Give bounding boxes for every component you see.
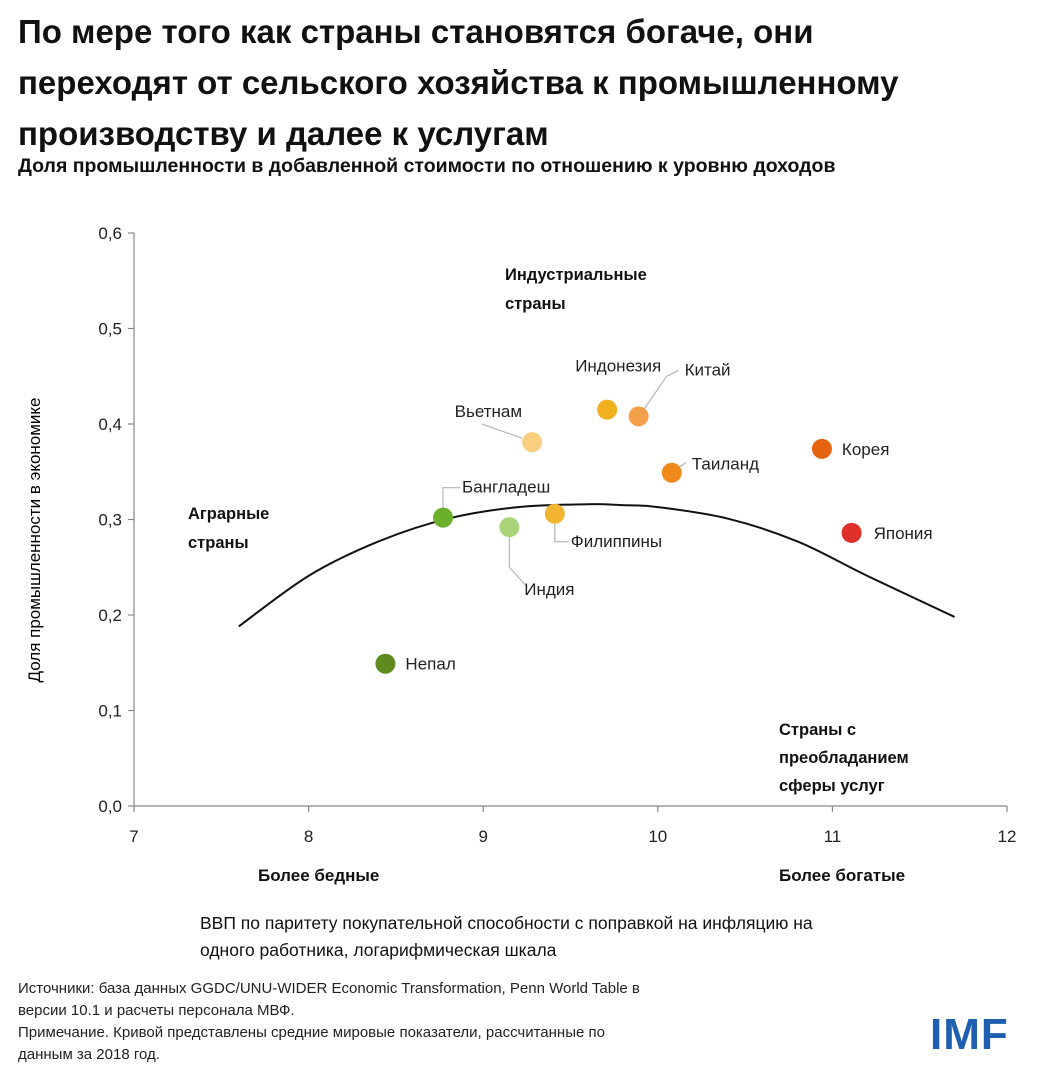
- title-line-2: переходят от сельского хозяйства к промы…: [18, 64, 899, 101]
- x-tick-label: 10: [648, 827, 667, 846]
- point-label: Непал: [405, 655, 455, 674]
- annotation-services-line-2: преобладанием: [779, 749, 909, 767]
- data-point: [661, 462, 682, 483]
- y-axis-label: Доля промышленности в экономике: [25, 397, 44, 682]
- point-label: Филиппины: [571, 532, 662, 551]
- y-tick-label: 0,1: [98, 702, 122, 721]
- annotation-richer: Более богатые: [779, 866, 905, 885]
- title-line-3: производству и далее к услугам: [18, 115, 549, 152]
- point-label: Индонезия: [575, 357, 661, 376]
- x-axis-label: ВВП по паритету покупательной способност…: [200, 910, 990, 964]
- x-axis-label-line-1: ВВП по паритету покупательной способност…: [200, 913, 813, 933]
- annotation-agrarian-line-2: страны: [188, 534, 249, 552]
- x-tick-label: 9: [478, 827, 487, 846]
- x-tick-label: 12: [998, 827, 1017, 846]
- point-label: Таиланд: [692, 455, 759, 474]
- y-tick-label: 0,0: [98, 797, 122, 816]
- leader-line: [644, 369, 679, 409]
- annotation-services-line-1: Страны с: [779, 721, 856, 739]
- point-label: Корея: [842, 440, 889, 459]
- x-axis-label-line-2: одного работника, логарифмическая шкала: [200, 940, 557, 960]
- point-label: Бангладеш: [462, 478, 550, 497]
- x-ticks: 7 8 9 10 11 12: [129, 806, 1016, 846]
- data-point: [841, 522, 862, 543]
- data-point: [597, 399, 618, 420]
- data-point: [433, 507, 454, 528]
- source-note: Источники: база данных GGDC/UNU-WIDER Ec…: [18, 978, 918, 1066]
- annotation-industrial-line-1: Индустриальные: [505, 266, 647, 284]
- note-line-2: данным за 2018 год.: [18, 1046, 160, 1063]
- label-leader-lines: [442, 369, 687, 588]
- title-line-1: По мере того как страны становятся богач…: [18, 13, 814, 50]
- leader-line: [481, 423, 523, 439]
- x-tick-label: 8: [304, 827, 313, 846]
- data-point: [544, 503, 565, 524]
- y-tick-label: 0,6: [98, 224, 122, 243]
- chart-subtitle: Доля промышленности в добавленной стоимо…: [18, 155, 836, 177]
- data-points: [375, 399, 862, 674]
- y-tick-label: 0,5: [98, 320, 122, 339]
- y-ticks: 0,0 0,1 0,2 0,3 0,4 0,5 0,6: [98, 224, 134, 816]
- point-label: Китай: [685, 360, 731, 379]
- point-label: Индия: [524, 580, 574, 599]
- source-line-2: версии 10.1 и расчеты персонала МВФ.: [18, 1002, 295, 1019]
- leader-line: [679, 462, 687, 468]
- imf-logo: IMF: [930, 1010, 1009, 1059]
- y-tick-label: 0,2: [98, 606, 122, 625]
- note-line-1: Примечание. Кривой представлены средние …: [18, 1024, 605, 1041]
- point-label: Вьетнам: [455, 402, 522, 421]
- leader-line: [508, 537, 528, 588]
- annotation-agrarian-line-1: Аграрные: [188, 505, 269, 523]
- source-line-1: Источники: база данных GGDC/UNU-WIDER Ec…: [18, 980, 640, 997]
- trend-curve: [238, 503, 956, 628]
- data-point: [375, 653, 396, 674]
- data-point: [499, 517, 520, 538]
- y-tick-label: 0,4: [98, 415, 122, 434]
- point-label: Япония: [874, 524, 933, 543]
- annotation-services-line-3: сферы услуг: [779, 777, 885, 795]
- leader-line: [554, 523, 569, 543]
- leader-line: [442, 486, 461, 508]
- x-tick-label: 7: [129, 827, 138, 846]
- x-tick-label: 11: [824, 827, 842, 846]
- chart-title: По мере того как страны становятся богач…: [18, 6, 1028, 159]
- annotation-industrial-line-2: страны: [505, 295, 566, 313]
- data-point: [811, 438, 832, 459]
- data-point: [628, 406, 649, 427]
- annotation-poorer: Более бедные: [258, 866, 379, 885]
- data-point: [522, 432, 543, 453]
- point-labels: Непал Бангладеш Индия Филиппины Вьетнам Индон…: [405, 357, 932, 674]
- y-tick-label: 0,3: [98, 511, 122, 530]
